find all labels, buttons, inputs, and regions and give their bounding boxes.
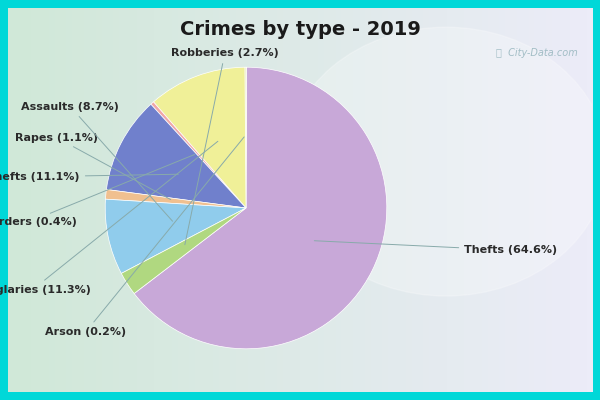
- Text: Robberies (2.7%): Robberies (2.7%): [171, 48, 279, 245]
- Text: Assaults (8.7%): Assaults (8.7%): [22, 102, 173, 221]
- Text: Thefts (64.6%): Thefts (64.6%): [314, 241, 557, 255]
- Wedge shape: [105, 199, 246, 274]
- Wedge shape: [121, 208, 246, 294]
- Text: Arson (0.2%): Arson (0.2%): [45, 137, 244, 337]
- Text: Crimes by type - 2019: Crimes by type - 2019: [179, 20, 421, 38]
- Text: Burglaries (11.3%): Burglaries (11.3%): [0, 141, 218, 295]
- Text: ⓘ  City-Data.com: ⓘ City-Data.com: [496, 48, 578, 58]
- Wedge shape: [134, 67, 387, 349]
- Wedge shape: [245, 67, 247, 208]
- Wedge shape: [151, 102, 246, 208]
- Text: Rapes (1.1%): Rapes (1.1%): [15, 133, 170, 200]
- Ellipse shape: [286, 27, 600, 296]
- Text: Auto thefts (11.1%): Auto thefts (11.1%): [0, 172, 178, 182]
- Wedge shape: [106, 104, 246, 208]
- Wedge shape: [106, 190, 246, 208]
- Wedge shape: [154, 67, 246, 208]
- Text: Murders (0.4%): Murders (0.4%): [0, 154, 194, 227]
